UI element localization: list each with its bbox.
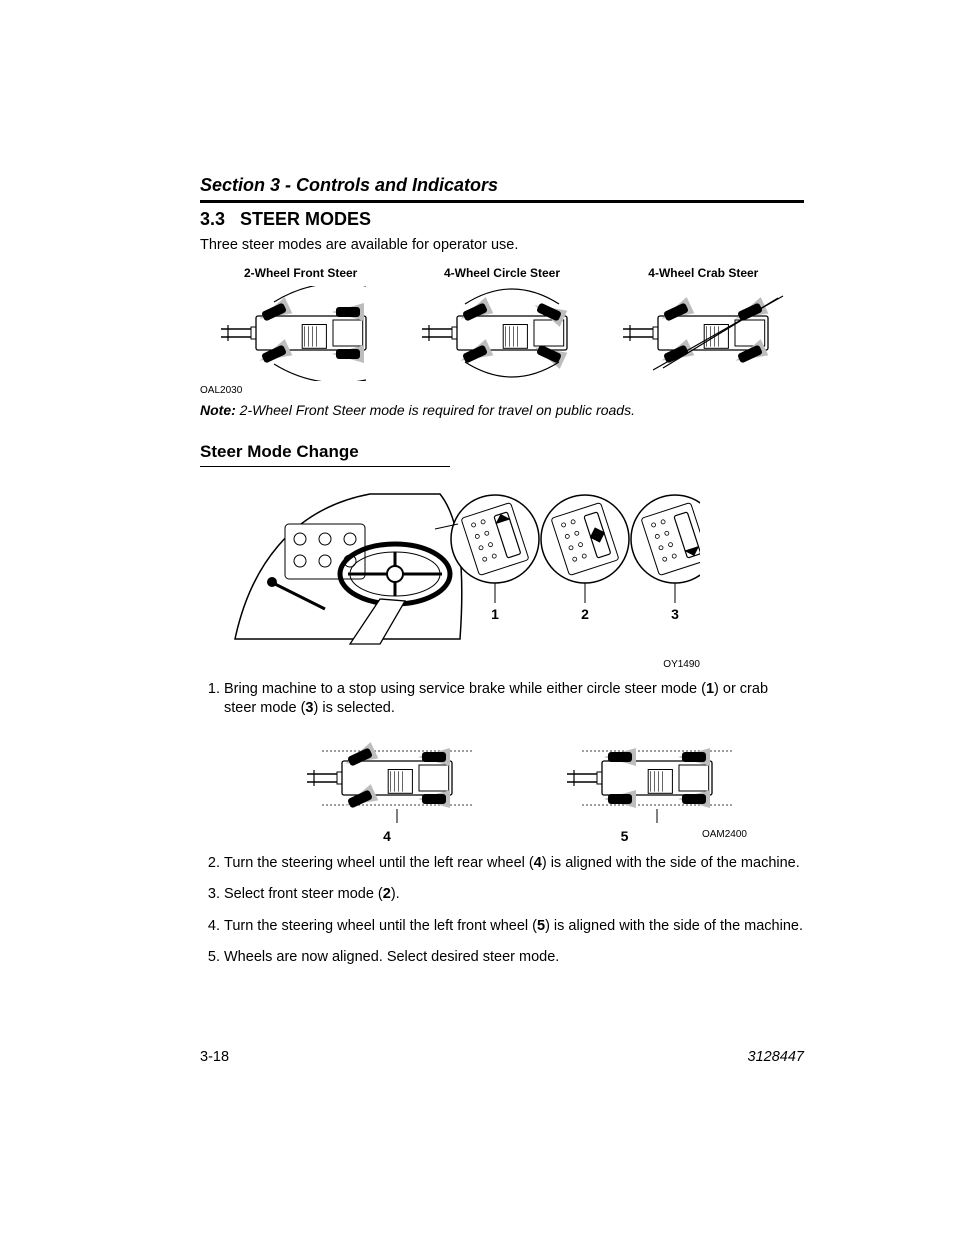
steer-mode-col-0: 2-Wheel Front Steer [200, 266, 401, 381]
intro-paragraph: Three steer modes are available for oper… [200, 236, 804, 256]
steer-mode-label-2: 4-Wheel Crab Steer [603, 266, 804, 280]
section-rule [200, 200, 804, 203]
note-paragraph: Note: 2-Wheel Front Steer mode is requir… [200, 402, 804, 418]
steer-mode-col-2: 4-Wheel Crab Steer [603, 266, 804, 381]
svg-text:1: 1 [491, 606, 499, 622]
chassis-diagram-crab [613, 286, 793, 381]
steer-mode-label-1: 4-Wheel Circle Steer [401, 266, 602, 280]
step-2: Turn the steering wheel until the left r… [224, 854, 804, 874]
steer-mode-col-1: 4-Wheel Circle Steer [401, 266, 602, 381]
chassis-align-5 [547, 731, 747, 826]
heading-steer-modes: 3.3 STEER MODES [200, 209, 804, 230]
figure-code-oy1490: OY1490 [230, 659, 700, 670]
chassis-diagram-circle [412, 286, 592, 381]
align-col-4: 4 [287, 731, 487, 844]
subheading-rule [200, 466, 450, 467]
align-label-4: 4 [287, 828, 487, 844]
page-number: 3-18 [200, 1049, 229, 1065]
step-3: Select front steer mode (2). [224, 885, 804, 905]
note-message: 2-Wheel Front Steer mode is required for… [240, 402, 635, 418]
steer-mode-figure-row: 2-Wheel Front Steer 4-Wheel Circle Steer… [200, 266, 804, 381]
step-4: Turn the steering wheel until the left f… [224, 917, 804, 937]
procedure-list: Bring machine to a stop using service br… [200, 680, 804, 719]
chassis-diagram-2wheel [211, 286, 391, 381]
note-label: Note: [200, 402, 236, 418]
svg-text:2: 2 [581, 606, 589, 622]
heading-title: STEER MODES [240, 209, 371, 229]
section-header: Section 3 - Controls and Indicators [200, 175, 804, 200]
steer-mode-label-0: 2-Wheel Front Steer [200, 266, 401, 280]
document-page: Section 3 - Controls and Indicators 3.3 … [0, 0, 954, 1235]
step-5: Wheels are now aligned. Select desired s… [224, 948, 804, 968]
chassis-align-4 [287, 731, 487, 826]
page-footer: 3-18 3128447 [200, 1049, 804, 1065]
procedure-list-cont: Turn the steering wheel until the left r… [200, 854, 804, 968]
align-col-5: 5 OAM2400 [547, 731, 747, 844]
document-number: 3128447 [748, 1049, 804, 1065]
svg-text:3: 3 [671, 606, 679, 622]
figure-code-oal2030: OAL2030 [200, 385, 804, 396]
alignment-figure-row: 4 5 OAM2400 [230, 731, 804, 844]
cab-figure-wrapper: 1 2 3 OY1490 [230, 479, 804, 670]
heading-number: 3.3 [200, 209, 225, 229]
cab-switch-diagram: 1 2 3 [230, 479, 700, 654]
subheading-steer-mode-change: Steer Mode Change [200, 442, 804, 462]
step-1: Bring machine to a stop using service br… [224, 680, 804, 719]
align-label-5: 5 [547, 828, 702, 844]
figure-code-oam2400: OAM2400 [702, 829, 747, 840]
